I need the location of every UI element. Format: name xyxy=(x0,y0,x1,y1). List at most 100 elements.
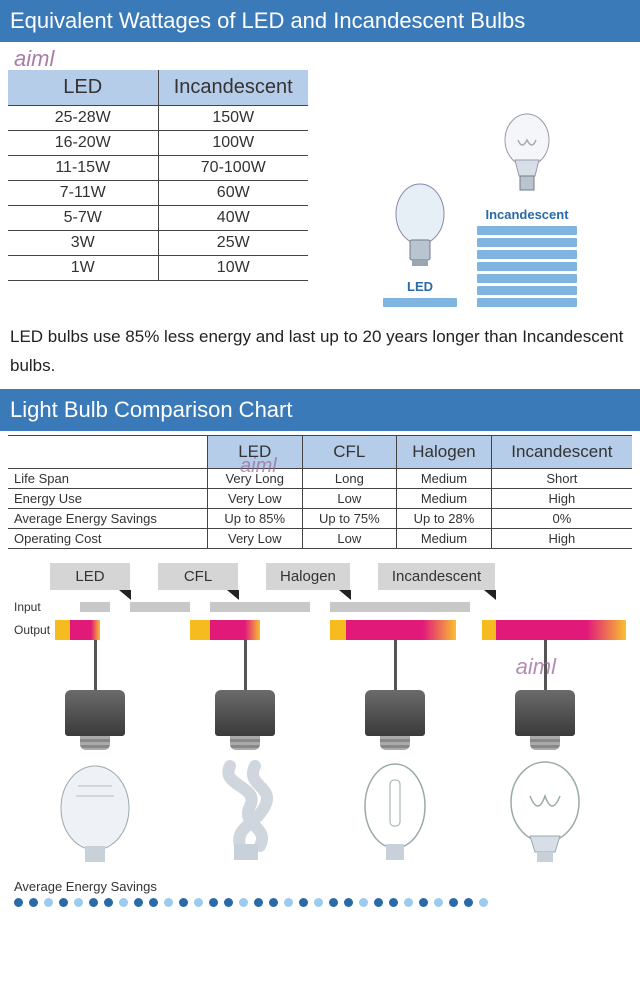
comp-cell: High xyxy=(491,488,632,508)
savings-dot xyxy=(359,898,368,907)
led-bar xyxy=(383,298,457,307)
comp-row-label: Life Span xyxy=(8,468,207,488)
watermark-text: aiml xyxy=(0,42,640,72)
comp-cell: Medium xyxy=(397,488,492,508)
wattage-cell: 25-28W xyxy=(8,106,158,131)
savings-dot xyxy=(344,898,353,907)
comp-header: Halogen xyxy=(397,435,492,468)
wattage-cell: 7-11W xyxy=(8,181,158,206)
savings-dot xyxy=(29,898,38,907)
comp-cell: 0% xyxy=(491,508,632,528)
table-row: 1W10W xyxy=(8,256,308,281)
wattage-section: LED Incandescent 25-28W150W16-20W100W11-1… xyxy=(0,72,640,317)
savings-dot xyxy=(134,898,143,907)
incandescent-bulb-icon xyxy=(498,112,556,198)
savings-dot xyxy=(194,898,203,907)
wattage-header: Incandescent xyxy=(158,70,308,106)
savings-dot xyxy=(239,898,248,907)
savings-dot xyxy=(404,898,413,907)
comp-cell: High xyxy=(491,528,632,548)
wattage-cell: 16-20W xyxy=(8,131,158,156)
incandescent-bar xyxy=(477,226,577,235)
table-row: 16-20W100W xyxy=(8,131,308,156)
wattage-cell: 11-15W xyxy=(8,156,158,181)
wattage-cell: 150W xyxy=(158,106,308,131)
savings-dot xyxy=(44,898,53,907)
comparison-table-wrap: aiml LEDCFLHalogenIncandescent Life Span… xyxy=(0,435,640,549)
banner-comparison-chart: Light Bulb Comparison Chart xyxy=(0,389,640,431)
savings-dot xyxy=(164,898,173,907)
savings-dot xyxy=(329,898,338,907)
hanging-bulbs-section: LEDCFLHalogenIncandescent Input Output a… xyxy=(0,553,640,871)
input-label: Input xyxy=(14,600,74,614)
output-yellow-seg xyxy=(330,620,346,640)
output-gap xyxy=(456,620,482,640)
savings-dot xyxy=(104,898,113,907)
watermark-text: aiml xyxy=(516,654,556,680)
comp-header: Incandescent xyxy=(491,435,632,468)
comp-cell: Very Low xyxy=(207,528,302,548)
wattage-cell: 3W xyxy=(8,231,158,256)
comp-row-label: Operating Cost xyxy=(8,528,207,548)
output-yellow-seg xyxy=(55,620,70,640)
output-magenta-seg xyxy=(346,620,456,640)
wattage-cell: 60W xyxy=(158,181,308,206)
comp-cell: Up to 75% xyxy=(302,508,397,528)
savings-dot xyxy=(209,898,218,907)
table-row: 25-28W150W xyxy=(8,106,308,131)
comp-cell: Up to 28% xyxy=(397,508,492,528)
wire xyxy=(394,640,397,690)
table-row: Operating CostVery LowLowMediumHigh xyxy=(8,528,632,548)
comp-row-label: Average Energy Savings xyxy=(8,508,207,528)
bulb-bar-compare: LED Incandescent xyxy=(308,72,632,307)
wattage-cell: 25W xyxy=(158,231,308,256)
savings-dot xyxy=(119,898,128,907)
bulb-type-tab: Halogen xyxy=(266,563,350,590)
wattage-table: LEDIncandescent 25-28W150W16-20W100W11-1… xyxy=(8,70,308,281)
wattage-cell: 5-7W xyxy=(8,206,158,231)
wattage-cell: 70-100W xyxy=(158,156,308,181)
comp-cell: Medium xyxy=(397,528,492,548)
output-yellow-seg xyxy=(482,620,496,640)
bulb-type-tabs: LEDCFLHalogenIncandescent xyxy=(14,563,626,590)
savings-dots xyxy=(0,898,640,917)
savings-dot xyxy=(374,898,383,907)
output-yellow-seg xyxy=(190,620,210,640)
table-row: 5-7W40W xyxy=(8,206,308,231)
energy-blurb: LED bulbs use 85% less energy and last u… xyxy=(0,317,640,389)
incandescent-bar xyxy=(477,274,577,283)
socket-icon xyxy=(65,690,125,736)
led-bulb-label: LED xyxy=(383,279,457,294)
comp-cell: Very Low xyxy=(207,488,302,508)
incandescent-hanging-bulb-icon xyxy=(500,736,590,871)
hanging-bulb-col xyxy=(325,640,465,871)
incandescent-bar xyxy=(477,250,577,259)
savings-dot xyxy=(449,898,458,907)
input-bar xyxy=(80,602,110,612)
led-bulb-col: LED xyxy=(383,180,457,307)
savings-dot xyxy=(389,898,398,907)
comp-header: CFL xyxy=(302,435,397,468)
output-magenta-seg xyxy=(496,620,626,640)
input-bar xyxy=(210,602,310,612)
table-row: Energy UseVery LowLowMediumHigh xyxy=(8,488,632,508)
savings-dot xyxy=(59,898,68,907)
savings-dot xyxy=(14,898,23,907)
comp-cell: Low xyxy=(302,528,397,548)
savings-dot xyxy=(254,898,263,907)
comp-cell: Low xyxy=(302,488,397,508)
banner-equivalent-wattages: Equivalent Wattages of LED and Incandesc… xyxy=(0,0,640,42)
hanging-bulb-col xyxy=(175,640,315,871)
savings-dot xyxy=(224,898,233,907)
table-row: Life SpanVery LongLongMediumShort xyxy=(8,468,632,488)
cfl-hanging-bulb-icon xyxy=(200,736,290,871)
savings-dot xyxy=(269,898,278,907)
savings-dot xyxy=(74,898,83,907)
incandescent-bar xyxy=(477,262,577,271)
table-row: 11-15W70-100W xyxy=(8,156,308,181)
savings-dot xyxy=(149,898,158,907)
output-gap xyxy=(100,620,190,640)
incandescent-bar xyxy=(477,298,577,307)
comp-row-label: Energy Use xyxy=(8,488,207,508)
input-bar xyxy=(130,602,190,612)
